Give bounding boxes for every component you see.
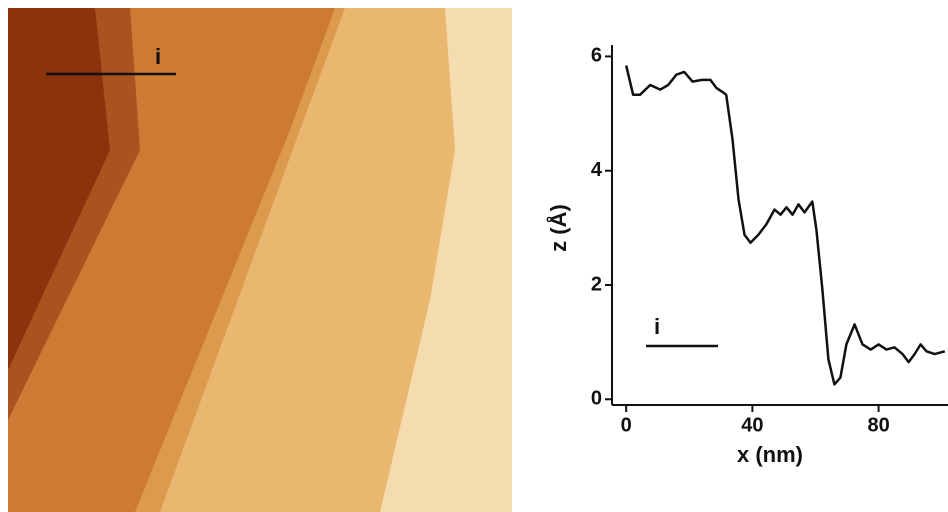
y-tick-label: 2 <box>591 273 602 295</box>
profile-line <box>626 66 945 385</box>
y-tick-label: 4 <box>591 159 603 181</box>
afm-image: i <box>8 8 512 512</box>
figure: i x (nm) z (Å) i 0 2 4 6 0 40 80 <box>0 0 948 512</box>
x-tick-label: 40 <box>741 414 763 436</box>
profile-chart: x (nm) z (Å) i 0 2 4 6 0 40 80 <box>545 45 948 467</box>
y-tick-label: 6 <box>591 45 602 67</box>
x-tick-label: 0 <box>621 414 632 436</box>
x-tick-label: 80 <box>867 414 889 436</box>
y-tick-label: 0 <box>591 388 602 410</box>
image-label: i <box>155 44 161 69</box>
x-axis-label: x (nm) <box>737 442 803 467</box>
annotation: i <box>654 314 660 339</box>
y-axis-label: z (Å) <box>545 204 571 252</box>
